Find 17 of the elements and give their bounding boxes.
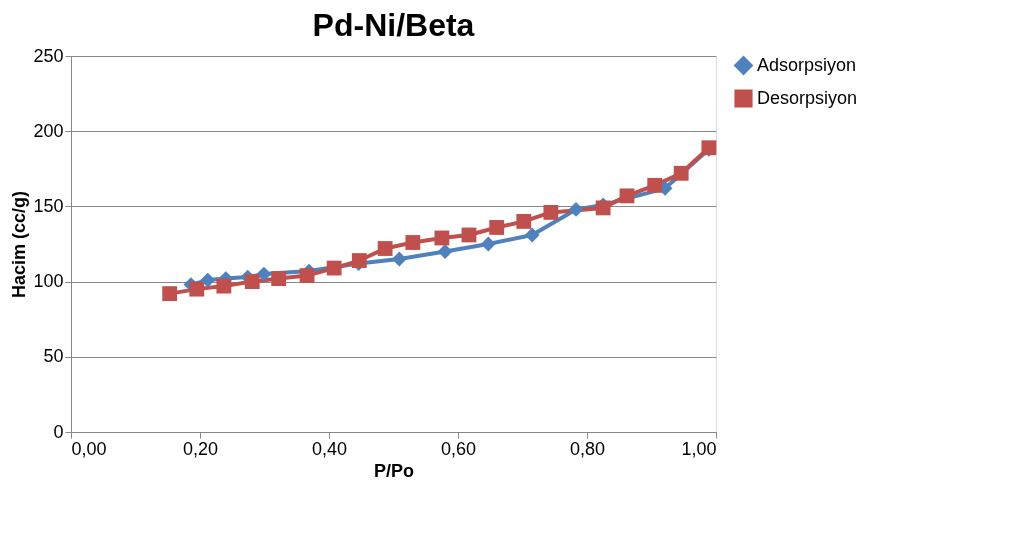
chart-title: Pd-Ni/Beta: [312, 7, 475, 43]
y-tick-label: 150: [33, 195, 64, 216]
y-tick-label: 50: [43, 346, 64, 367]
y-tick-label: 250: [33, 45, 64, 66]
legend-label: Adsorpsiyon: [757, 54, 857, 75]
x-tick-label: 0,20: [182, 438, 219, 459]
x-tick-label: 0,80: [569, 438, 606, 459]
y-tick-label: 100: [33, 271, 64, 292]
legend-label: Desorpsiyon: [757, 87, 858, 108]
x-tick-label: 1,00: [681, 438, 717, 459]
x-tick-label: 0,40: [311, 438, 348, 459]
x-tick-label: 0,00: [71, 438, 107, 459]
y-tick-label: 0: [53, 421, 64, 442]
x-tick-label: 0,60: [440, 438, 477, 459]
y-axis-title: Hacim (cc/g): [9, 190, 30, 299]
x-axis-title: P/Po: [373, 460, 415, 481]
y-tick-label: 200: [33, 120, 64, 141]
